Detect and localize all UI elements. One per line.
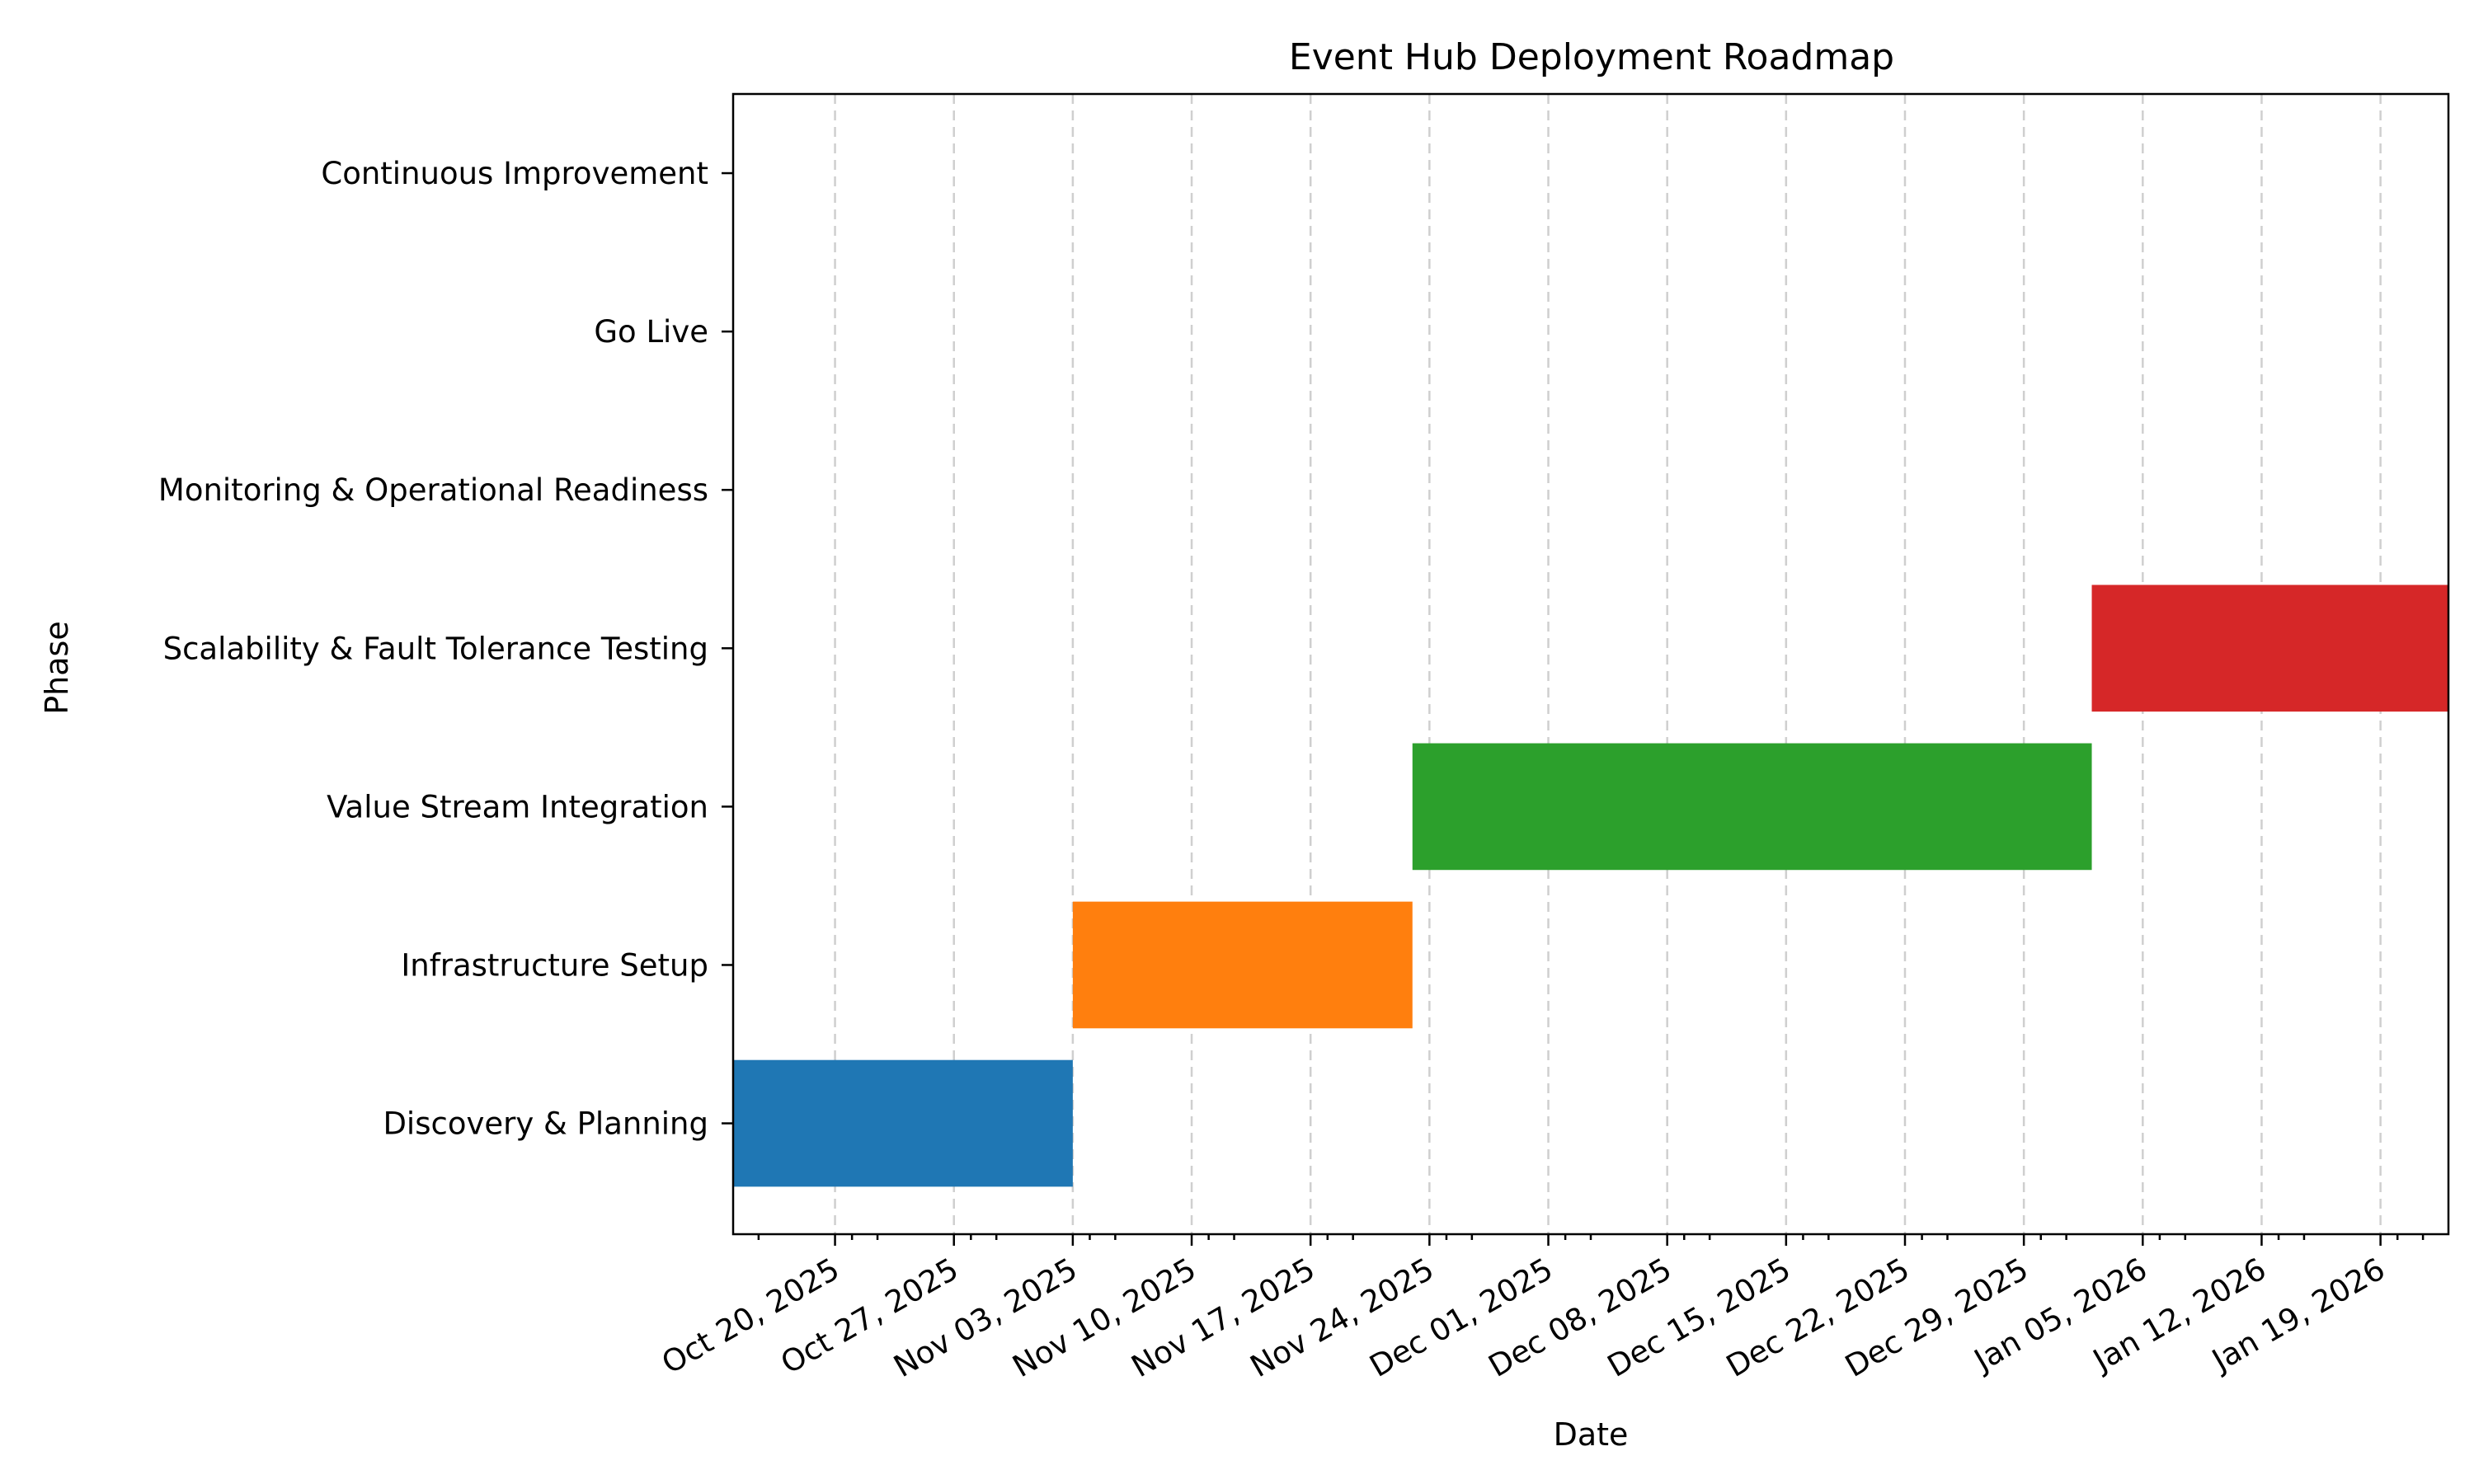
y-tick-label: Go Live (594, 314, 708, 350)
chart-title: Event Hub Deployment Roadmap (1289, 36, 1894, 78)
y-axis-label: Phase (39, 621, 75, 714)
task-bars (733, 585, 2448, 1187)
y-tick-label: Monitoring & Operational Readiness (158, 472, 708, 508)
y-axis-ticks: Discovery & Planning Infrastructure Setup… (158, 156, 733, 1142)
task-bar (1412, 743, 2092, 871)
task-bar (733, 1059, 1073, 1187)
y-tick-label: Infrastructure Setup (401, 947, 708, 983)
y-tick-label: Scalability & Fault Tolerance Testing (163, 631, 708, 666)
task-bar (2091, 585, 2448, 712)
y-tick-label: Discovery & Planning (383, 1106, 708, 1142)
task-bar (1072, 901, 1413, 1029)
y-tick-label: Continuous Improvement (321, 156, 708, 191)
y-tick-label: Value Stream Integration (327, 789, 708, 824)
x-axis-label: Date (1554, 1416, 1629, 1453)
